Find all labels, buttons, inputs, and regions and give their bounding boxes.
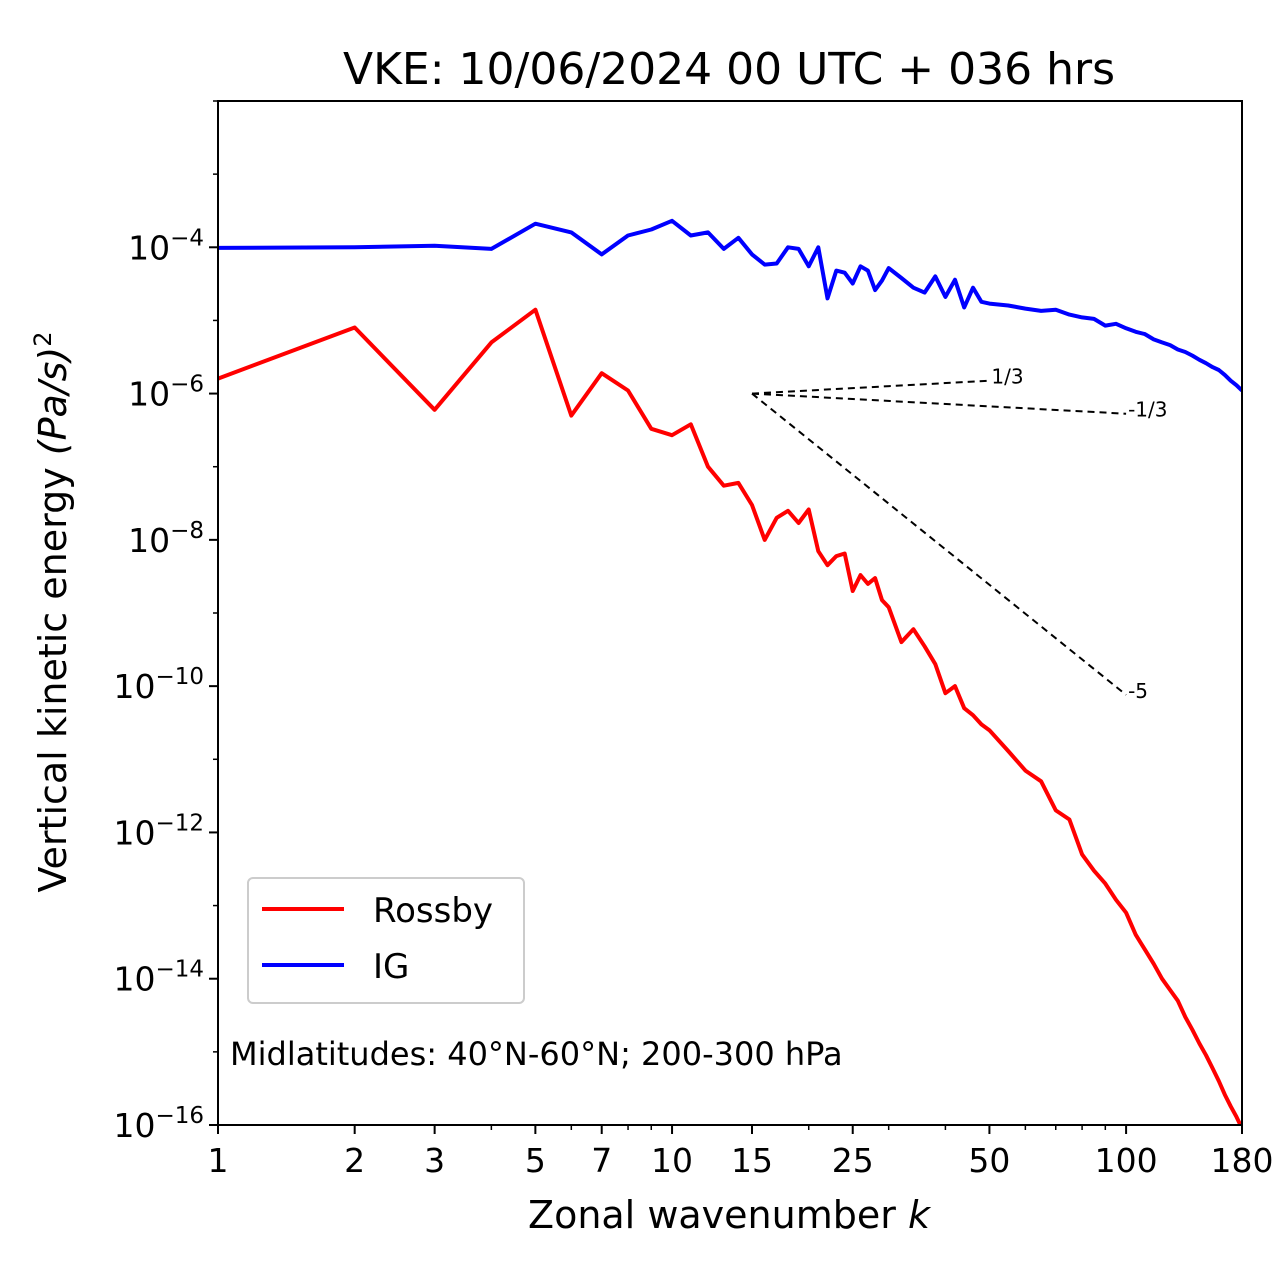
y-tick-label--4: 10−4 [128,225,204,267]
region-annotation: Midlatitudes: 40°N-60°N; 200-300 hPa [230,1035,843,1073]
slope-line-0 [751,379,990,395]
y-tick-label--12: 10−12 [113,810,204,852]
series-line-rossby [218,307,1242,1125]
legend: Rossby IG [247,877,525,1004]
y-axis-label: Vertical kinetic energy (Pa/s)2 [29,331,75,892]
chart-title: VKE: 10/06/2024 00 UTC + 036 hrs [343,44,1115,95]
x-axis: 1 2 3 5 7 10 15 25 50 100 180 [208,1125,1274,1180]
slope-label-2: -5 [1128,679,1148,703]
slope-label-0: 1/3 [991,365,1023,389]
y-tick-label--14: 10−14 [113,957,204,999]
slope-label-1: -1/3 [1128,398,1167,422]
plot-lines [218,218,1242,1125]
x-tick-label-2: 2 [344,1141,365,1180]
x-tick-label-10: 10 [651,1141,693,1180]
x-tick-label-15: 15 [731,1141,773,1180]
y-tick-label--10: 10−10 [113,664,204,706]
legend-label-rossby: Rossby [373,891,493,931]
x-tick-label-180: 180 [1211,1141,1274,1180]
x-tick-label-7: 7 [591,1141,612,1180]
series-line-ig [218,218,1242,392]
reference-slopes: 1/3 -1/3 -5 [751,365,1168,703]
y-axis: 10−16 10−14 10−12 10−10 10−8 10−6 10−4 [113,100,218,1145]
y-tick-label--16: 10−16 [113,1103,204,1145]
slope-line-2 [751,392,1127,696]
legend-label-ig: IG [373,947,409,987]
x-tick-label-25: 25 [832,1141,874,1180]
slope-line-1 [751,392,1127,415]
x-tick-label-5: 5 [525,1141,546,1180]
y-tick-label--6: 10−6 [128,372,204,414]
x-tick-label-50: 50 [968,1141,1010,1180]
x-tick-label-1: 1 [208,1141,229,1180]
x-tick-label-3: 3 [424,1141,445,1180]
y-tick-label--8: 10−8 [128,518,204,560]
x-axis-label: Zonal wavenumber k [528,1193,932,1237]
x-tick-label-100: 100 [1095,1141,1158,1180]
